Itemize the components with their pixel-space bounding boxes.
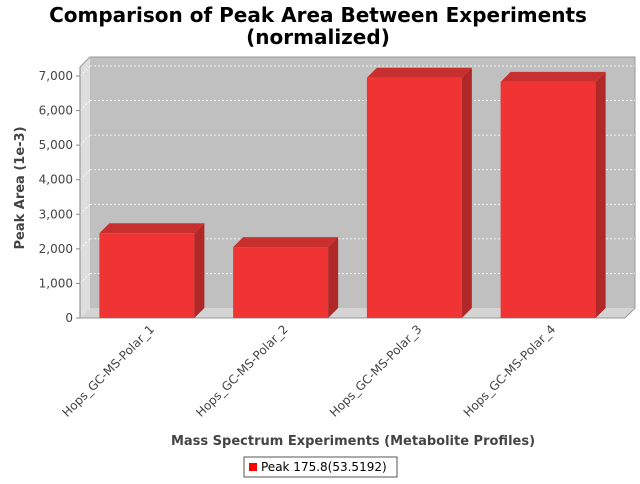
legend-box [243, 456, 398, 478]
bar [99, 223, 205, 318]
bar [500, 71, 606, 319]
x-axis-label: Mass Spectrum Experiments (Metabolite Pr… [171, 434, 535, 449]
y-tick-label: 3,000 [39, 207, 73, 221]
chart-subtitle: (normalized) [246, 25, 390, 49]
y-tick-label: 1,000 [39, 276, 73, 290]
x-tick-label: Hops_GC-MS-Polar_4 [461, 322, 559, 420]
y-tick-label: 0 [65, 311, 73, 325]
y-tick-label: 4,000 [39, 173, 73, 187]
legend-swatch [249, 463, 257, 471]
bar-top [366, 67, 472, 78]
bar-front [500, 81, 596, 319]
y-axis: 0 1,000 2,000 3,000 4,000 5,000 6,000 7,000 [39, 67, 81, 325]
plot-floor [80, 308, 635, 318]
bar [233, 237, 339, 318]
bar-front [99, 233, 195, 318]
legend: Peak 175.8(53.5192) [243, 456, 398, 478]
bar-side [328, 237, 339, 318]
y-tick-label: 2,000 [39, 242, 73, 256]
x-tick-label: Hops_GC-MS-Polar_1 [59, 322, 157, 420]
x-tick-label: Hops_GC-MS-Polar_3 [327, 322, 425, 420]
y-tick-label: 7,000 [39, 69, 73, 83]
bar-side [194, 223, 205, 318]
bar-front [233, 247, 329, 318]
bar-side [595, 71, 606, 319]
x-axis: Hops_GC-MS-Polar_1 Hops_GC-MS-Polar_2 Hops… [59, 322, 558, 420]
y-axis-label: Peak Area (1e-3) [13, 126, 28, 249]
bar-top [233, 237, 339, 248]
bar-top [500, 71, 606, 82]
bar-front [366, 77, 462, 318]
bar [366, 67, 472, 318]
bar-side [461, 67, 472, 318]
y-tick-label: 6,000 [39, 104, 73, 118]
bars [99, 67, 606, 319]
y-tick-label: 5,000 [39, 138, 73, 152]
legend-label: Peak 175.8(53.5192) [261, 460, 387, 474]
chart-title: Comparison of Peak Area Between Experime… [49, 3, 587, 27]
plot-left-wall [80, 57, 90, 318]
bar-top [99, 223, 205, 234]
x-tick-label: Hops_GC-MS-Polar_2 [193, 322, 291, 420]
